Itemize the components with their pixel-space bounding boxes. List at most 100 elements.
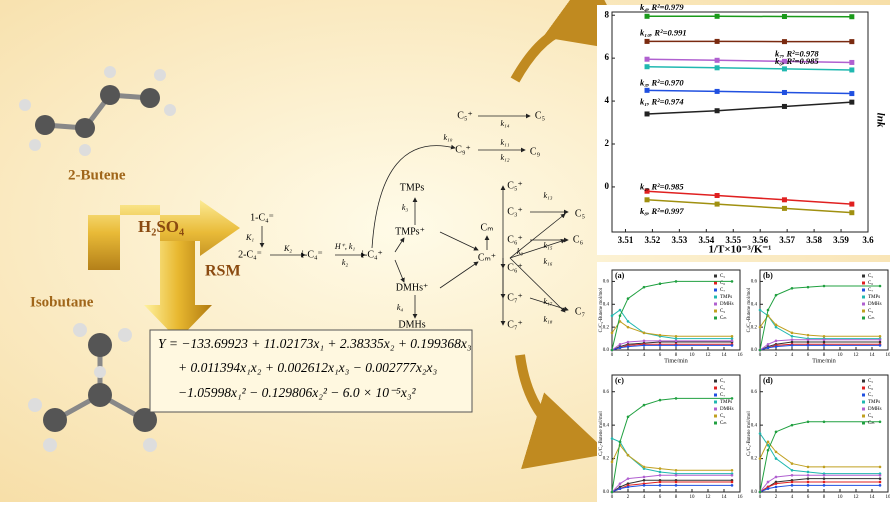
data-point (823, 481, 826, 484)
x-tick-label: 3.52 (645, 235, 661, 245)
data-point (879, 474, 882, 477)
data-point (731, 335, 734, 338)
species: C₅ (535, 110, 545, 121)
data-point (643, 479, 646, 482)
rate-label: k₁₇ (543, 297, 552, 306)
species: 2-C₄⁼ (238, 249, 262, 260)
data-point (731, 337, 734, 340)
x-tick-label: 10 (690, 353, 696, 358)
species: C₅⁺ (507, 180, 522, 191)
data-point (659, 484, 662, 487)
data-point (675, 469, 678, 472)
data-point (759, 457, 762, 460)
legend-swatch (714, 415, 717, 418)
data-point (645, 64, 650, 69)
legend-label: DMHs (720, 302, 734, 307)
data-point (731, 469, 734, 472)
x-tick-label: 10 (838, 495, 844, 500)
data-point (731, 484, 734, 487)
legend-label: TMPs (720, 400, 732, 405)
data-point (782, 104, 787, 109)
page: 2-Butene Isobutane H₂SO₄ RSM Y = −133.69… (0, 0, 890, 502)
data-point (775, 431, 778, 434)
data-point (731, 481, 734, 484)
series-label: k₂, R²=0.985 (640, 181, 684, 191)
legend-label: C₉ (868, 309, 873, 314)
x-tick-label: 14 (722, 353, 728, 358)
x-tick-label: 10 (690, 495, 696, 500)
data-point (807, 421, 810, 424)
x-tick-label: 3.57 (779, 235, 795, 245)
graphical-abstract: 2-Butene Isobutane H₂SO₄ RSM Y = −133.69… (0, 0, 890, 502)
species: TMPs (400, 182, 425, 193)
data-point (627, 486, 630, 489)
data-point (879, 466, 882, 469)
legend-swatch (862, 282, 865, 285)
legend-swatch (714, 401, 717, 404)
data-point (619, 482, 622, 485)
data-point (879, 481, 882, 484)
rate-label: k₁₄ (500, 119, 509, 128)
data-point (627, 326, 630, 329)
data-point (807, 466, 810, 469)
data-point (775, 482, 778, 485)
rate-label: k₁₃ (543, 191, 552, 200)
species: Cₘ (481, 222, 494, 233)
data-point (879, 341, 882, 344)
data-point (791, 332, 794, 335)
species: TMPs⁺ (395, 226, 425, 237)
legend-swatch (714, 296, 717, 299)
data-point (849, 202, 854, 207)
x-tick-label: 12 (854, 353, 860, 358)
data-point (823, 344, 826, 347)
data-point (731, 340, 734, 343)
y-axis-label: Cᵢ/C₂-Butene mol/mol (599, 411, 604, 456)
data-point (627, 341, 630, 344)
x-tick-label: 14 (722, 495, 728, 500)
data-point (782, 90, 787, 95)
data-point (627, 297, 630, 300)
x-tick-label: 3.58 (806, 235, 822, 245)
data-point (767, 441, 770, 444)
data-point (791, 474, 794, 477)
legend-label: C₇ (720, 288, 725, 293)
species: 1-C₄⁼ (250, 212, 274, 223)
x-tick-label: 3.51 (618, 235, 634, 245)
data-point (659, 282, 662, 285)
data-point (731, 397, 734, 400)
data-point (775, 294, 778, 297)
data-point (823, 338, 826, 341)
data-point (645, 39, 650, 44)
data-point (823, 335, 826, 338)
species: C₉⁺ (455, 144, 470, 155)
x-tick-label: 16 (738, 495, 744, 500)
y-tick-label: 4 (605, 95, 610, 105)
panel-label: (a) (615, 271, 625, 280)
legend-label: TMPs (868, 295, 880, 300)
data-point (619, 309, 622, 312)
data-point (807, 477, 810, 480)
panel-label: (c) (615, 376, 624, 385)
species: C₃⁺ (507, 206, 522, 217)
data-point (791, 287, 794, 290)
species: C₇ (575, 306, 585, 317)
data-point (619, 441, 622, 444)
legend-swatch (862, 422, 865, 425)
legend-swatch (714, 310, 717, 313)
legend-swatch (862, 394, 865, 397)
data-point (767, 481, 770, 484)
data-point (879, 335, 882, 338)
rate-label: k₁₁ (500, 138, 509, 147)
y-tick-label: 0 (605, 181, 610, 191)
data-point (823, 421, 826, 424)
data-point (782, 14, 787, 19)
legend-swatch (862, 401, 865, 404)
species: DMHs (398, 319, 425, 330)
legend-label: TMPs (868, 400, 880, 405)
data-point (715, 202, 720, 207)
data-point (611, 491, 614, 494)
y-tick-label: 0.2 (603, 457, 610, 462)
data-point (759, 432, 762, 435)
legend-swatch (714, 303, 717, 306)
species: i-C₄⁺ (361, 249, 383, 260)
